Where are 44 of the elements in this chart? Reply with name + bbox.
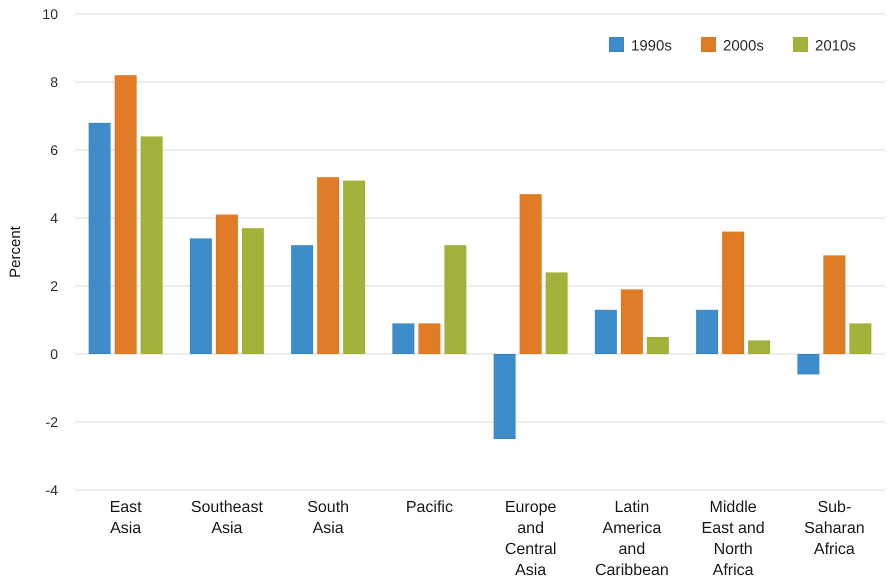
x-tick-label: Middle East and North Africa xyxy=(702,499,765,579)
y-tick-label: 2 xyxy=(50,278,58,294)
bar xyxy=(748,340,770,354)
x-tick-label: Latin America and Caribbean xyxy=(594,499,669,579)
legend-label: 2000s xyxy=(723,37,764,54)
legend-label: 2010s xyxy=(815,37,856,54)
x-tick-label: Southeast Asia xyxy=(190,499,264,537)
bar xyxy=(418,323,440,354)
y-axis-title: Percent xyxy=(7,225,24,278)
bar xyxy=(190,238,212,354)
bar xyxy=(216,214,238,354)
bar xyxy=(823,255,846,354)
legend-label: 1990s xyxy=(631,37,672,54)
bar xyxy=(620,289,643,354)
bar xyxy=(494,354,516,439)
y-tick-label: -4 xyxy=(46,482,58,498)
x-tick-label: Europe and Central Asia xyxy=(504,499,557,579)
bar xyxy=(242,228,264,354)
y-tick-label: 0 xyxy=(50,346,58,362)
x-tick-label: East Asia xyxy=(110,499,142,537)
bar xyxy=(520,194,542,354)
x-tick-label: Pacific xyxy=(406,499,453,516)
bar xyxy=(444,245,466,354)
bar xyxy=(88,122,111,354)
y-tick-label: 4 xyxy=(50,210,58,226)
bar xyxy=(722,232,744,354)
y-tick-label: 10 xyxy=(42,6,58,22)
bar xyxy=(546,272,568,354)
bar xyxy=(797,354,820,374)
bar xyxy=(849,323,872,354)
y-tick-label: -2 xyxy=(46,414,58,430)
bar xyxy=(646,337,669,354)
x-tick-label: South Asia xyxy=(307,499,350,537)
y-tick-label: 8 xyxy=(50,74,58,90)
bar xyxy=(343,180,366,354)
bar xyxy=(696,310,718,354)
x-tick-label: Sub-Saharan Africa xyxy=(804,499,865,558)
bar xyxy=(114,75,137,354)
bar xyxy=(392,323,414,354)
y-tick-label: 6 xyxy=(50,142,58,158)
bar xyxy=(317,177,340,354)
bar xyxy=(291,245,314,354)
bar xyxy=(594,310,617,354)
bar xyxy=(140,136,163,354)
